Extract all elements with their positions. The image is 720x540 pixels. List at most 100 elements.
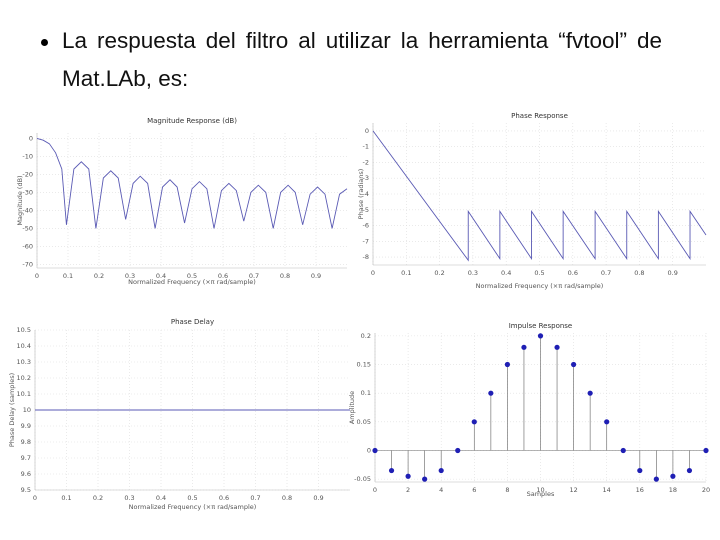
y-axis-label: Amplitude bbox=[348, 391, 356, 424]
x-tick-label: 0.5 bbox=[187, 494, 197, 502]
x-tick-label: 0.3 bbox=[468, 269, 478, 277]
x-tick-label: 0.6 bbox=[218, 272, 228, 280]
data-line bbox=[36, 137, 348, 229]
x-axis-label: Normalized Frequency (×π rad/sample) bbox=[128, 278, 256, 286]
x-tick-label: 20 bbox=[702, 486, 710, 494]
x-tick-label: 0.3 bbox=[125, 272, 135, 280]
y-axis-label: Phase Delay (samples) bbox=[8, 373, 16, 447]
y-tick-label: 0 bbox=[367, 446, 371, 454]
y-axis-label: Phase (radians) bbox=[357, 169, 365, 220]
stem-marker bbox=[471, 419, 477, 425]
x-tick-label: 0.5 bbox=[534, 269, 544, 277]
x-tick-label: 0.4 bbox=[156, 272, 166, 280]
x-axis-label: Samples bbox=[527, 490, 555, 498]
x-tick-label: 18 bbox=[669, 486, 677, 494]
stem-marker bbox=[637, 467, 643, 474]
stem-marker bbox=[504, 361, 510, 368]
x-tick-label: 0.2 bbox=[434, 269, 444, 277]
x-tick-label: 0.8 bbox=[282, 494, 292, 502]
y-tick-label: -60 bbox=[22, 242, 33, 250]
y-tick-label: 10.4 bbox=[17, 342, 31, 350]
x-tick-label: 12 bbox=[569, 486, 577, 494]
x-tick-label: 0 bbox=[35, 272, 39, 280]
y-tick-label: -6 bbox=[363, 222, 369, 230]
y-tick-label: 9.9 bbox=[21, 422, 31, 430]
x-tick-label: 0.9 bbox=[311, 272, 321, 280]
y-tick-label: -0.05 bbox=[354, 475, 371, 483]
y-axis-label: Magnitude (dB) bbox=[16, 175, 24, 225]
y-tick-label: -4 bbox=[363, 190, 369, 198]
stem-marker bbox=[405, 473, 411, 479]
x-tick-label: 0.6 bbox=[568, 269, 578, 277]
x-tick-label: 0.8 bbox=[634, 269, 644, 277]
chart-panel: Phase Delay Normalized Frequency (×π rad/… bbox=[8, 318, 350, 511]
x-axis-label: Normalized Frequency (×π rad/sample) bbox=[476, 282, 604, 290]
stem-marker bbox=[703, 447, 709, 454]
x-tick-label: 0.5 bbox=[187, 272, 197, 280]
x-tick-label: 4 bbox=[439, 486, 443, 494]
y-tick-label: 10.2 bbox=[17, 374, 31, 382]
y-tick-label: 10.1 bbox=[17, 390, 31, 398]
chart-panel: Phase Response Normalized Frequency (×π r… bbox=[357, 112, 707, 290]
stem-marker bbox=[372, 447, 378, 454]
y-tick-label: -50 bbox=[22, 224, 33, 232]
stem-marker bbox=[455, 447, 461, 454]
y-tick-label: 9.7 bbox=[21, 454, 31, 462]
stem-marker bbox=[537, 333, 544, 339]
x-tick-label: 0.4 bbox=[501, 269, 511, 277]
y-tick-label: 10.3 bbox=[17, 358, 31, 366]
y-tick-label: -10 bbox=[22, 152, 33, 160]
x-tick-label: 0 bbox=[33, 494, 37, 502]
x-tick-label: 0 bbox=[373, 486, 377, 494]
x-tick-label: 0 bbox=[371, 269, 375, 277]
stem-marker bbox=[670, 473, 676, 479]
stem-marker bbox=[438, 467, 444, 474]
y-tick-label: -8 bbox=[363, 253, 369, 261]
y-tick-label: -5 bbox=[363, 206, 369, 214]
chart-panel: Impulse Response Samples Amplitude 0 2 4 6 8 10 1… bbox=[348, 322, 710, 498]
y-tick-label: -2 bbox=[363, 158, 369, 166]
chart-title: Magnitude Response (dB) bbox=[147, 117, 237, 125]
y-tick-label: 9.8 bbox=[21, 438, 31, 446]
x-tick-label: 14 bbox=[603, 486, 611, 494]
x-tick-label: 0.2 bbox=[93, 494, 103, 502]
stem-marker bbox=[422, 476, 428, 482]
x-tick-label: 2 bbox=[406, 486, 410, 494]
stem-marker bbox=[587, 390, 593, 396]
y-tick-label: -1 bbox=[363, 143, 369, 151]
x-tick-label: 0.8 bbox=[280, 272, 290, 280]
x-tick-label: 0.7 bbox=[601, 269, 611, 277]
y-tick-label: 0.15 bbox=[357, 361, 371, 369]
bullet-marker bbox=[41, 39, 48, 46]
y-tick-label: 0 bbox=[365, 127, 369, 135]
data-line bbox=[372, 130, 707, 262]
chart-panel: Magnitude Response (dB) Normalized Freque… bbox=[16, 117, 348, 286]
x-tick-label: 16 bbox=[636, 486, 644, 494]
y-tick-label: 0.05 bbox=[357, 418, 371, 426]
x-tick-label: 0.2 bbox=[94, 272, 104, 280]
chart-title: Impulse Response bbox=[509, 322, 573, 330]
stem-marker bbox=[521, 344, 527, 350]
y-tick-label: -20 bbox=[22, 170, 33, 178]
y-tick-label: 0.1 bbox=[361, 389, 371, 397]
x-tick-label: 0.9 bbox=[668, 269, 678, 277]
y-tick-label: 10.5 bbox=[17, 326, 31, 334]
chart-title: Phase Delay bbox=[171, 318, 214, 326]
stem-marker bbox=[488, 390, 494, 396]
y-tick-label: 0.2 bbox=[361, 332, 371, 340]
x-tick-label: 0.7 bbox=[249, 272, 259, 280]
stem-marker bbox=[686, 467, 693, 474]
x-tick-label: 0.3 bbox=[124, 494, 134, 502]
y-tick-label: 9.5 bbox=[21, 486, 31, 494]
stem-marker bbox=[604, 419, 610, 425]
x-tick-label: 0.6 bbox=[219, 494, 229, 502]
y-tick-label: -40 bbox=[22, 206, 33, 214]
x-tick-label: 0.4 bbox=[156, 494, 166, 502]
y-tick-label: 10 bbox=[23, 406, 31, 414]
stem-marker bbox=[554, 344, 560, 350]
y-tick-label: 9.6 bbox=[21, 470, 31, 478]
x-tick-label: 0.1 bbox=[401, 269, 411, 277]
stem-marker bbox=[571, 361, 577, 368]
